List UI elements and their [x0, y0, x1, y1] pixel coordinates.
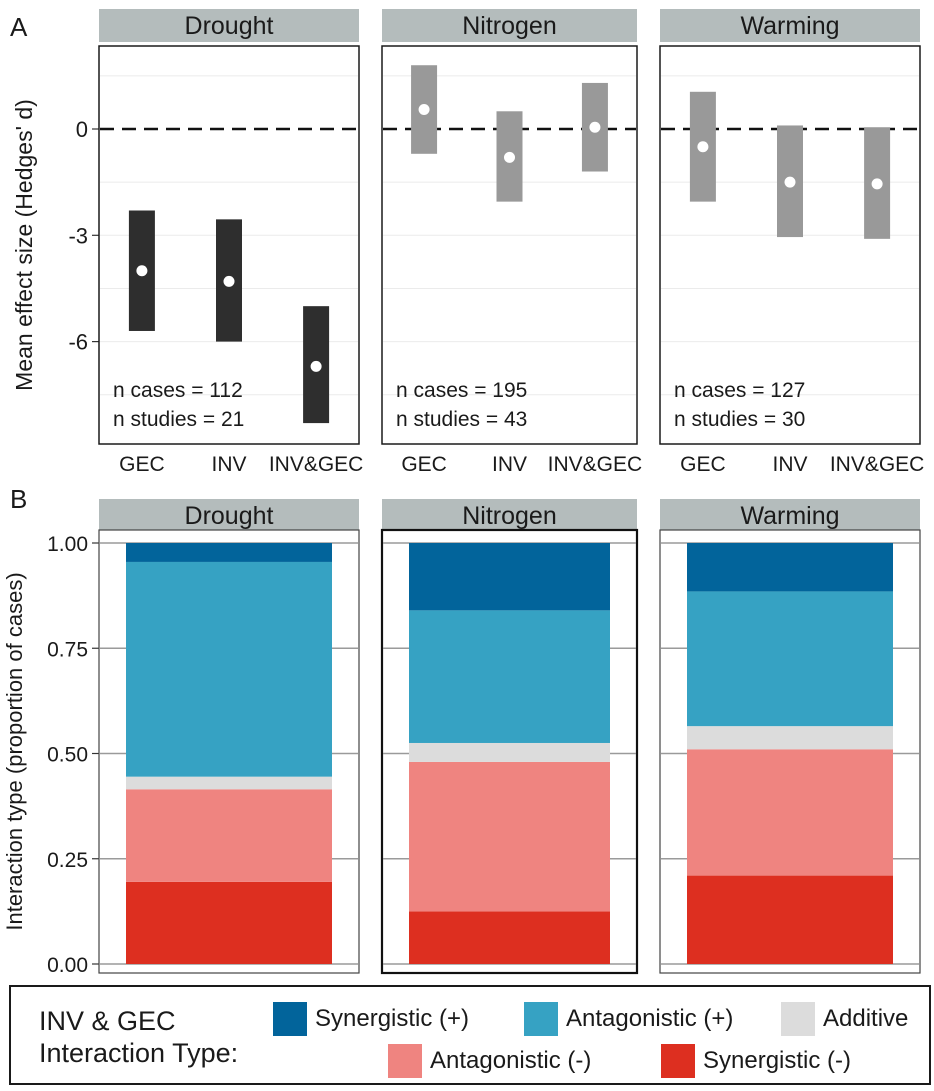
panel-a-n-studies-nitrogen: n studies = 43 — [396, 408, 527, 431]
legend-swatch-synergistic-pos — [273, 1002, 307, 1036]
legend-label-synergistic-pos: Synergistic (+) — [315, 1005, 470, 1032]
panel-b-strip-warming — [660, 499, 920, 531]
panel-a-n-cases-warming: n cases = 127 — [674, 379, 805, 402]
panel-b-bar-segment-drought-synergistic-neg — [126, 881, 332, 964]
panel-a-y-tick-label: -6 — [68, 330, 88, 355]
legend-item-additive: Additive — [781, 1001, 908, 1037]
legend-title-line2: Interaction Type: — [39, 1038, 239, 1068]
interaction-type-panel: Interaction type (proportion of cases) 0.… — [2, 499, 921, 977]
panel-a-strip-label-warming: Warming — [740, 12, 839, 40]
panel-b-bar-segment-warming-additive — [687, 726, 893, 750]
panel-b-bar-segment-drought-additive — [126, 776, 332, 790]
panel-a-mean-point-drought-gec — [136, 265, 148, 277]
legend-item-synergistic-pos: Synergistic (+) — [273, 1001, 469, 1037]
panel-b-bar-segment-drought-antagonistic-neg — [126, 789, 332, 882]
panel-b-bar-segment-warming-antagonistic-neg — [687, 749, 893, 876]
panel-b-bar-segment-nitrogen-antagonistic-pos — [409, 610, 610, 743]
legend-item-antagonistic-neg: Antagonistic (-) — [388, 1043, 591, 1079]
panel-a-x-tick-label-drought-gec: GEC — [119, 453, 165, 476]
panel-a-n-cases-drought: n cases = 112 — [113, 379, 243, 402]
panel-a-strip-warming — [660, 9, 920, 42]
panel-b-strip-nitrogen — [382, 499, 637, 531]
panel-a-x-tick-label-nitrogen-inv-and-gec: INV&GEC — [548, 453, 643, 476]
legend-swatch-antagonistic-pos — [524, 1002, 558, 1036]
panel-b-strip-label-drought: Drought — [185, 502, 274, 530]
panel-b-y-tick-label: 0.75 — [47, 638, 88, 661]
panel-b-bar-segment-nitrogen-additive — [409, 742, 610, 762]
panel-a-x-tick-label-drought-inv-and-gec: INV&GEC — [269, 453, 364, 476]
legend-label-antagonistic-pos: Antagonistic (+) — [566, 1005, 734, 1032]
panel-a-x-tick-label-nitrogen-gec: GEC — [401, 453, 447, 476]
panel-a-x-tick-label-nitrogen-inv: INV — [492, 453, 527, 476]
panel-a-y-tick-label: -3 — [68, 223, 88, 248]
panel-a-mean-point-warming-inv-and-gec — [871, 178, 883, 190]
panel-a-mean-point-nitrogen-inv — [504, 151, 515, 163]
panel-a-mean-point-warming-gec — [697, 141, 709, 153]
panel-b-y-axis-label: Interaction type (proportion of cases) — [2, 572, 27, 930]
panel-b-bar-segment-drought-synergistic-pos — [126, 543, 332, 562]
panel-label-a: A — [10, 12, 28, 42]
legend-swatch-synergistic-neg — [661, 1044, 695, 1078]
panel-a-strip-drought — [99, 9, 359, 42]
panel-b-bar-segment-nitrogen-synergistic-pos — [409, 543, 610, 611]
panel-a-x-tick-label-drought-inv: INV — [211, 453, 246, 476]
panel-b-bar-segment-nitrogen-antagonistic-neg — [409, 761, 610, 912]
legend-item-synergistic-neg: Synergistic (-) — [661, 1043, 851, 1079]
panel-b-bar-segment-warming-synergistic-pos — [687, 543, 893, 592]
panel-a-mean-point-warming-inv — [784, 176, 796, 188]
legend-label-synergistic-neg: Synergistic (-) — [703, 1047, 852, 1074]
panel-b-strip-drought — [99, 499, 359, 531]
panel-a-n-studies-warming: n studies = 30 — [674, 408, 805, 431]
legend-swatch-antagonistic-neg — [388, 1044, 422, 1078]
panel-a-y-axis-label: Mean effect size (Hedges' d) — [11, 99, 37, 391]
panel-b-bar-segment-warming-antagonistic-pos — [687, 591, 893, 727]
panel-a-x-tick-label-warming-gec: GEC — [680, 453, 726, 476]
legend-label-antagonistic-neg: Antagonistic (-) — [430, 1047, 592, 1074]
panel-b-y-tick-label: 0.25 — [47, 849, 88, 872]
legend-title: INV & GEC Interaction Type: — [39, 1005, 238, 1069]
panel-b-bar-segment-nitrogen-synergistic-neg — [409, 911, 610, 964]
panel-a-x-tick-label-warming-inv-and-gec: INV&GEC — [830, 453, 925, 476]
figure-canvas: A B Mean effect size (Hedges' d) 0 -3 -6 Dro… — [2, 9, 924, 977]
panel-b-y-tick-label: 1.00 — [47, 533, 88, 556]
panel-b-bar-segment-warming-synergistic-neg — [687, 875, 893, 964]
panel-b-strip-label-nitrogen: Nitrogen — [462, 502, 557, 530]
panel-b-y-tick-label: 0.00 — [47, 954, 88, 977]
legend-label-additive: Additive — [823, 1005, 909, 1032]
panel-a-strip-label-drought: Drought — [185, 12, 274, 40]
panel-a-mean-point-drought-inv-and-gec — [310, 360, 322, 372]
panel-a-mean-point-nitrogen-inv-and-gec — [589, 121, 601, 133]
panel-a-strip-label-nitrogen: Nitrogen — [462, 12, 557, 40]
panel-a-x-tick-label-warming-inv: INV — [772, 453, 807, 476]
effect-size-panel: Mean effect size (Hedges' d) 0 -3 -6 Drought… — [11, 9, 924, 476]
panel-a-mean-point-drought-inv — [223, 275, 235, 287]
legend-swatch-additive — [781, 1002, 815, 1036]
legend: INV & GEC Interaction Type: Synergistic … — [9, 985, 931, 1085]
panel-b-bar-segment-drought-antagonistic-pos — [126, 561, 332, 777]
legend-title-line1: INV & GEC — [39, 1006, 176, 1036]
panel-a-n-studies-drought: n studies = 21 — [113, 408, 244, 431]
panel-b-y-tick-label: 0.50 — [47, 744, 88, 767]
panel-a-strip-nitrogen — [382, 9, 637, 42]
legend-item-antagonistic-pos: Antagonistic (+) — [524, 1001, 733, 1037]
panel-a-mean-point-nitrogen-gec — [418, 104, 430, 116]
panel-a-y-tick-label: 0 — [76, 117, 88, 142]
panel-label-b: B — [10, 484, 27, 514]
panel-a-n-cases-nitrogen: n cases = 195 — [396, 379, 527, 402]
panel-b-strip-label-warming: Warming — [740, 502, 839, 530]
